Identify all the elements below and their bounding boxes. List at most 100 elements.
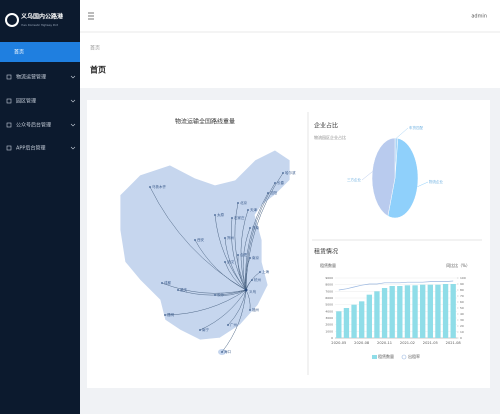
city-dot (214, 214, 216, 216)
logo-icon (5, 13, 19, 27)
y-tick-label: 3000 (325, 316, 333, 320)
route (149, 186, 247, 291)
city-label: 长春 (277, 180, 285, 185)
city-label: 沈阳 (270, 190, 278, 195)
legend-label: 出租率 (408, 353, 420, 359)
city-label: 合肥 (240, 252, 247, 257)
pie-label: 三方企业 (347, 177, 361, 182)
route (245, 192, 269, 291)
bar (374, 291, 380, 338)
y2-axis-label: 同比比（%） (446, 262, 470, 268)
menu-arrow (70, 146, 76, 150)
route (164, 289, 247, 316)
menu-item[interactable]: 公众号后台管理 (16, 122, 51, 129)
city-dot (259, 271, 261, 273)
y2-tick-label: 50 (460, 306, 464, 310)
y2-tick-label: 30 (460, 318, 464, 322)
city-label: 天津 (250, 207, 258, 212)
pie-leader (396, 127, 409, 139)
city-label: 太原 (217, 212, 224, 217)
city-dot (224, 261, 226, 263)
route (177, 289, 247, 296)
y2-tick-label: 40 (460, 312, 464, 316)
city-dot (161, 282, 163, 284)
y-tick-label: 4000 (325, 309, 333, 313)
city-label: 重庆 (180, 287, 187, 292)
bar (336, 311, 342, 338)
city-dot (194, 239, 196, 241)
menu-arrow (70, 99, 76, 103)
menu-item[interactable]: 园区管理 (16, 98, 36, 105)
city-dot (249, 227, 251, 229)
y2-tick-label: 100 (460, 276, 466, 280)
menu-item[interactable]: 首页 (14, 49, 24, 56)
city-dot (214, 294, 216, 296)
y2-tick-label: 70 (460, 294, 464, 298)
city-dot (249, 257, 251, 259)
city-dot (249, 309, 251, 311)
city-label: 郑州 (227, 235, 234, 240)
y2-tick-label: 10 (460, 330, 464, 334)
bar (359, 301, 365, 338)
city-label: 长沙 (217, 292, 224, 297)
y-tick-label: 0 (331, 336, 333, 340)
menu-icon (6, 74, 12, 80)
city-dot (274, 182, 276, 184)
city-label: 乌鲁木齐 (152, 184, 166, 189)
bar (450, 284, 456, 338)
menu-arrow (70, 123, 76, 127)
y-tick-label: 1000 (325, 329, 333, 333)
y2-tick-label: 20 (460, 324, 464, 328)
menu-item[interactable]: 物流运营管理 (16, 74, 46, 81)
y-tick-label: 5000 (325, 303, 333, 307)
city-dot (149, 186, 151, 188)
city-label: 西安 (197, 237, 204, 242)
city-dot (267, 192, 269, 194)
menu-active[interactable] (0, 42, 80, 62)
pie-slice (371, 137, 396, 217)
menu-icon (6, 98, 12, 104)
city-label: 福州 (252, 307, 260, 312)
y2-tick-label: 80 (460, 288, 464, 292)
route (221, 289, 247, 353)
page-title: 首页 (90, 65, 106, 75)
breadcrumb[interactable]: 首页 (90, 45, 100, 52)
menu-arrow (70, 75, 76, 79)
menu-icon (6, 145, 12, 151)
legend-swatch (401, 354, 407, 360)
bar (397, 286, 403, 338)
y-tick-label: 7000 (325, 289, 333, 293)
y2-tick-label: 60 (460, 300, 464, 304)
y-axis-label: 租赁数量 (320, 262, 336, 268)
bar (412, 285, 418, 338)
y-tick-label: 8000 (325, 283, 333, 287)
city-label: 武汉 (227, 259, 234, 264)
city-label: 广州 (230, 322, 237, 327)
user-name[interactable]: admin (471, 14, 487, 20)
origin-label: 义乌 (249, 289, 257, 294)
x-tick-label: 2021-02 (400, 341, 415, 345)
city-label: 济南 (252, 225, 260, 230)
pie-subtitle: 物流园区企业占比 (314, 134, 346, 140)
bar (404, 285, 411, 338)
route (240, 209, 249, 291)
city-dot (224, 237, 226, 239)
hamburger[interactable] (88, 12, 94, 20)
menu-item[interactable]: APP后台管理 (16, 145, 45, 152)
route (237, 254, 247, 291)
city-label: 北京 (240, 200, 247, 205)
city-dot (177, 289, 179, 291)
x-tick-label: 2021-05 (423, 341, 438, 345)
bar (351, 304, 357, 338)
city-dot (237, 202, 239, 204)
y2-tick-label: 0 (460, 336, 462, 340)
bar (427, 284, 433, 338)
y-tick-label: 2000 (325, 323, 333, 327)
brand-subtitle: Yiwu Domestic Highway Port (21, 23, 58, 27)
bar (420, 284, 426, 338)
city-label: 昆明 (167, 312, 174, 317)
pie-leader (361, 171, 373, 181)
city-label: 成都 (164, 280, 171, 285)
y-tick-label: 9000 (325, 276, 333, 280)
